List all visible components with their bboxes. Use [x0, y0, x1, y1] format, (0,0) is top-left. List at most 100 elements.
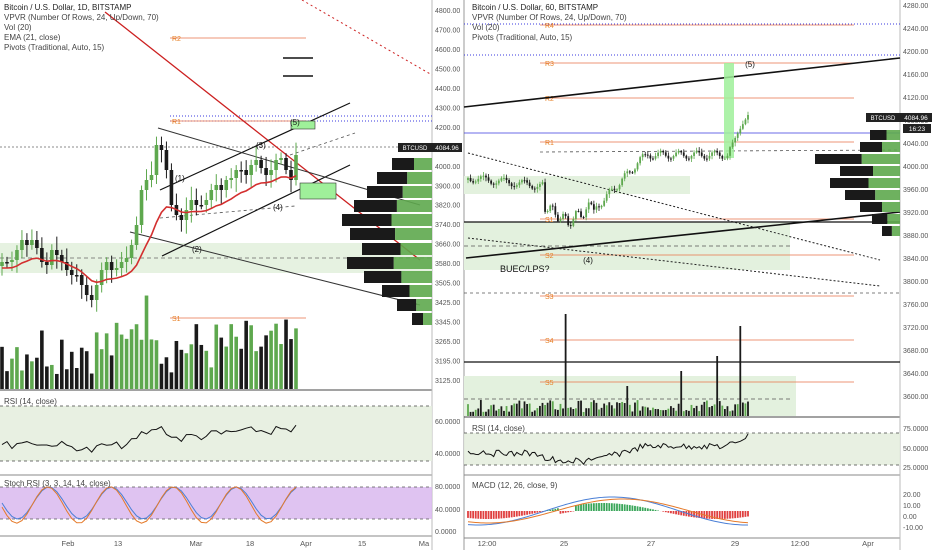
candle-body — [50, 250, 54, 265]
candle-body — [711, 152, 713, 155]
price-axis-label: 3880.00 — [903, 233, 928, 240]
candle-body — [624, 173, 626, 178]
pivot-s1-label: S1 — [172, 316, 181, 323]
right-legend: Bitcoin / U.S. Dollar, 60, BITSTAMP VPVR… — [472, 3, 627, 43]
candle-body — [716, 151, 718, 153]
red-trendline-dotted — [302, 0, 432, 75]
volume-bar — [531, 412, 533, 416]
macd-histogram-bar — [598, 503, 600, 511]
candle-body — [678, 151, 680, 153]
volume-bar — [608, 402, 610, 416]
volume-bar — [475, 410, 477, 416]
candle-body — [15, 250, 19, 260]
volume-bar — [467, 404, 469, 416]
price-axis-label: 4000.00 — [903, 164, 928, 171]
candle-body — [498, 181, 500, 184]
price-axis-label: 4700.00 — [435, 27, 460, 34]
wave-2-label: (2) — [192, 245, 202, 254]
volume-bar — [5, 371, 9, 389]
left-legend-line: VPVR (Number Of Rows, 24, Up/Down, 70) — [4, 13, 159, 23]
volume-bar — [739, 326, 741, 416]
macd-histogram-bar — [737, 511, 739, 518]
macd-histogram-bar — [711, 511, 713, 519]
candle-body — [742, 124, 744, 129]
rsi-axis-label: 25.0000 — [903, 465, 928, 472]
volume-bar — [55, 374, 59, 389]
rsi-axis-label: 60.0000 — [435, 419, 460, 426]
vpvr-bar-down — [830, 178, 869, 188]
volume-bar — [195, 324, 199, 389]
vpvr-bar-up — [401, 243, 433, 255]
volume-bar — [709, 407, 711, 416]
volume-bar — [289, 339, 293, 389]
macd-histogram-bar — [593, 503, 595, 511]
candle-body — [632, 172, 634, 173]
volume-bar — [716, 356, 718, 416]
volume-bar — [575, 408, 577, 416]
macd-histogram-bar — [596, 503, 598, 511]
volume-bar — [685, 410, 687, 416]
candle-body — [655, 156, 657, 159]
volume-bar — [269, 331, 273, 389]
candle-body — [670, 159, 672, 160]
macd-histogram-bar — [518, 511, 520, 516]
candle-body — [639, 157, 641, 163]
macd-histogram-bar — [665, 511, 667, 512]
volume-bar — [145, 296, 149, 389]
candle-body — [155, 145, 159, 175]
volume-bar — [536, 408, 538, 416]
volume-bar — [75, 368, 79, 389]
price-axis-label: 4800.00 — [435, 8, 460, 15]
candle-body — [239, 170, 243, 172]
time-axis-label: 13 — [114, 539, 122, 548]
candle-body — [480, 176, 482, 179]
vpvr-bar-down — [815, 154, 862, 164]
candle-body — [45, 262, 49, 265]
candle-body — [703, 156, 705, 159]
volume-bar — [485, 412, 487, 416]
volume-bar — [110, 355, 114, 389]
vpvr-bar-up — [892, 226, 900, 236]
price-axis-label: 4200.00 — [903, 49, 928, 56]
vpvr-bar-up — [401, 271, 432, 283]
candle-body — [732, 143, 734, 148]
candle-body — [70, 270, 74, 275]
volume-bar — [239, 349, 243, 389]
volume-bar — [30, 361, 34, 389]
price-axis-label: 4400.00 — [435, 86, 460, 93]
volume-bar — [670, 406, 672, 416]
macd-histogram-bar — [709, 511, 711, 519]
volume-bar — [160, 364, 164, 389]
volume-bar — [673, 408, 675, 416]
volume-bar — [254, 351, 258, 389]
channel-dashed — [290, 133, 355, 155]
volume-bar — [234, 337, 238, 389]
candle-body — [557, 215, 559, 222]
volume-bar — [703, 402, 705, 416]
candle-body — [35, 240, 39, 248]
candle-body — [554, 206, 556, 214]
candle-body — [274, 160, 278, 170]
macd-histogram-bar — [583, 504, 585, 511]
price-axis-label: 3660.00 — [435, 242, 460, 249]
volume-bar — [472, 412, 474, 416]
candle-body — [680, 151, 682, 152]
macd-histogram-bar — [585, 504, 587, 511]
candle-body — [524, 180, 526, 181]
candle-body — [606, 194, 608, 201]
candle-body — [279, 158, 283, 160]
price-axis-label: 3580.00 — [435, 261, 460, 268]
macd-histogram-bar — [678, 511, 680, 515]
volume-bar — [619, 403, 621, 416]
volume-bar — [477, 408, 479, 416]
volume-bar — [15, 347, 19, 389]
left-rsi-legend: RSI (14, close) — [4, 397, 57, 407]
vpvr-bar-down — [342, 214, 392, 226]
candle-body — [719, 153, 721, 156]
vpvr-bar-down — [367, 186, 403, 198]
volume-bar — [534, 410, 536, 416]
volume-bar — [185, 353, 189, 389]
macd-histogram-bar — [601, 503, 603, 511]
vpvr-bar-down — [397, 299, 416, 311]
price-axis-label: 4300.00 — [435, 105, 460, 112]
